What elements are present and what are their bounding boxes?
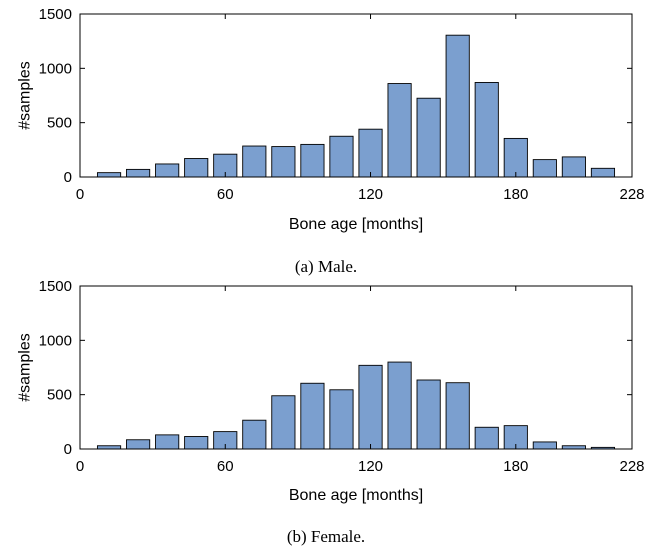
bar — [358, 364, 383, 450]
bar — [416, 97, 441, 178]
y-tick-label: 500 — [47, 115, 72, 132]
bar — [242, 145, 267, 178]
bar — [184, 158, 209, 178]
bars-group — [96, 34, 616, 178]
y-tick-label: 1500 — [39, 278, 72, 295]
bar — [532, 441, 557, 450]
y-tick-label: 0 — [64, 441, 72, 458]
bar — [184, 436, 209, 450]
y-axis-label: #samples — [17, 333, 34, 401]
bar — [126, 168, 151, 178]
plot-area — [80, 14, 632, 177]
y-tick-label: 500 — [47, 387, 72, 404]
bar — [271, 146, 296, 178]
x-axis-label: Bone age [months] — [289, 216, 423, 233]
bar — [416, 379, 441, 450]
bar — [329, 389, 354, 450]
plot-area — [80, 286, 632, 449]
bar — [387, 361, 412, 450]
x-tick-label: 180 — [503, 186, 528, 203]
y-tick-label: 0 — [64, 169, 72, 186]
bar — [155, 163, 180, 178]
bar — [590, 167, 616, 178]
bar — [387, 83, 412, 178]
bar — [96, 172, 122, 178]
x-tick-label: 0 — [76, 458, 84, 475]
bar — [474, 426, 499, 450]
bar — [126, 439, 151, 450]
plot-frame — [79, 285, 633, 450]
bar — [445, 382, 470, 450]
x-tick-label: 228 — [619, 458, 644, 475]
y-tick-label: 1500 — [39, 6, 72, 23]
ticks-group: 0 60 120 180 228 0 500 1000 1500 — [39, 6, 645, 203]
figure-caption: (b) Female. — [287, 527, 365, 546]
bar — [503, 137, 528, 178]
x-tick-label: 60 — [217, 458, 234, 475]
x-tick-label: 0 — [76, 186, 84, 203]
bar — [358, 128, 383, 178]
ticks-group: 0 60 120 180 228 0 500 1000 1500 — [39, 278, 645, 475]
plot-frame — [79, 13, 633, 178]
bar — [329, 135, 354, 178]
chart-panel-male: 0 60 120 180 228 0 500 1000 1500 Bone age [month… — [17, 6, 645, 276]
bar — [271, 395, 296, 450]
bar — [242, 419, 267, 450]
bar — [474, 82, 499, 178]
x-tick-label: 120 — [358, 458, 383, 475]
figure-caption: (a) Male. — [295, 257, 357, 276]
x-tick-label: 60 — [217, 186, 234, 203]
y-tick-label: 1000 — [39, 332, 72, 349]
x-tick-label: 180 — [503, 458, 528, 475]
bar — [445, 34, 470, 178]
x-tick-label: 228 — [619, 186, 644, 203]
y-axis-label: #samples — [17, 61, 34, 129]
y-tick-label: 1000 — [39, 60, 72, 77]
bar — [561, 156, 586, 178]
chart-panel-female: 0 60 120 180 228 0 500 1000 1500 Bone age [month… — [17, 278, 645, 546]
bar — [300, 143, 325, 178]
bar — [155, 434, 180, 450]
x-tick-label: 120 — [358, 186, 383, 203]
bars-group — [96, 361, 616, 450]
bar — [300, 382, 325, 450]
bar — [532, 159, 557, 178]
x-axis-label: Bone age [months] — [289, 487, 423, 504]
